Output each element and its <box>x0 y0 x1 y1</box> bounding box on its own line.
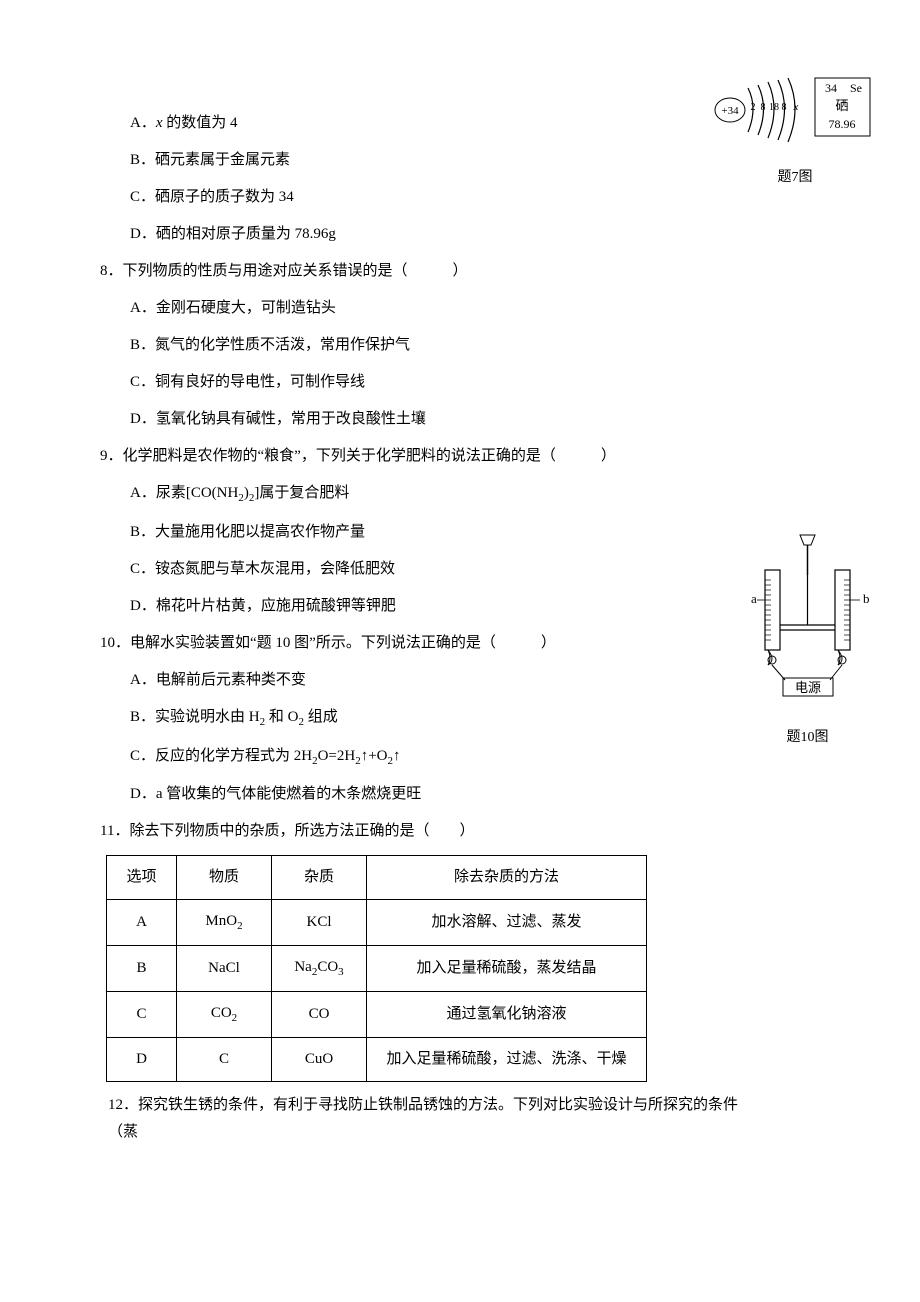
power-label: 电源 <box>795 680 821 695</box>
th-method: 除去杂质的方法 <box>367 856 647 900</box>
q8-option-d: D．氢氧化钠具有碱性，常用于改良酸性土壤 <box>100 406 820 433</box>
q9-option-b: B．大量施用化肥以提高农作物产量 <box>100 519 820 546</box>
table-row: D C CuO 加入足量稀硫酸，过滤、洗涤、干燥 <box>107 1037 647 1081</box>
shell-3: 18 <box>769 102 779 113</box>
shell-4: 8 <box>782 102 787 113</box>
figure-10-caption: 题10图 <box>735 725 880 750</box>
box-name: 硒 <box>835 98 848 113</box>
q9-option-a: A．尿素[CO(NH2)2]属于复合肥料 <box>100 480 820 509</box>
q8-option-a: A．金刚石硬度大，可制造钻头 <box>100 295 820 322</box>
q8-option-c: C．铜有良好的导电性，可制作导线 <box>100 369 820 396</box>
shell-1: 2 <box>751 102 756 113</box>
box-number: 34 <box>825 81 837 95</box>
th-substance: 物质 <box>177 856 272 900</box>
q7-option-d: D．硒的相对原子质量为 78.96g <box>100 221 820 248</box>
figure-10: 电源 a b 题10图 <box>735 530 880 750</box>
table-row: B NaCl Na2CO3 加入足量稀硫酸，蒸发结晶 <box>107 946 647 992</box>
question-10: 电源 a b 题10图 10．电解水实验装置如“题 10 图”所示。下列说法正确… <box>100 630 820 809</box>
box-mass: 78.96 <box>829 117 856 131</box>
q9-option-d: D．棉花叶片枯黄，应施用硫酸钾等钾肥 <box>100 593 820 620</box>
question-9: 9．化学肥料是农作物的“粮食”，下列关于化学肥料的说法正确的是（ ） A．尿素[… <box>100 443 820 620</box>
q12-line1: 12．探究铁生锈的条件，有利于寻找防止铁制品锈蚀的方法。下列对比实验设计与所探究… <box>108 1092 820 1119</box>
q8-option-b: B．氮气的化学性质不活泼，常用作保护气 <box>100 332 820 359</box>
label-b: b <box>863 591 870 606</box>
q8-stem: 8．下列物质的性质与用途对应关系错误的是（ ） <box>100 258 820 285</box>
label-a: a <box>751 591 757 606</box>
q11-stem: 11．除去下列物质中的杂质，所选方法正确的是（ ） <box>100 818 820 845</box>
table-row: A MnO2 KCl 加水溶解、过滤、蒸发 <box>107 900 647 946</box>
question-12: 12．探究铁生锈的条件，有利于寻找防止铁制品锈蚀的方法。下列对比实验设计与所探究… <box>100 1092 820 1146</box>
shell-2: 8 <box>761 102 766 113</box>
th-impurity: 杂质 <box>272 856 367 900</box>
box-symbol: Se <box>850 81 862 95</box>
q10-option-c: C．反应的化学方程式为 2H2O=2H2↑+O2↑ <box>100 743 820 772</box>
nucleus-label: +34 <box>721 105 739 117</box>
shell-x: x <box>793 101 799 113</box>
question-7: +34 2 8 18 8 x 34 Se 硒 78.96 题7图 A．x 的数值… <box>100 110 820 248</box>
q12-line2: （蒸 <box>108 1119 820 1146</box>
question-8: 8．下列物质的性质与用途对应关系错误的是（ ） A．金刚石硬度大，可制造钻头 B… <box>100 258 820 433</box>
atom-diagram: +34 2 8 18 8 x 34 Se 硒 78.96 <box>710 60 880 150</box>
q9-stem: 9．化学肥料是农作物的“粮食”，下列关于化学肥料的说法正确的是（ ） <box>100 443 820 470</box>
table-header-row: 选项 物质 杂质 除去杂质的方法 <box>107 856 647 900</box>
electrolysis-diagram: 电源 a b <box>735 530 880 710</box>
q10-option-a: A．电解前后元素种类不变 <box>100 667 820 694</box>
figure-7-caption: 题7图 <box>710 165 880 190</box>
question-11: 11．除去下列物质中的杂质，所选方法正确的是（ ） 选项 物质 杂质 除去杂质的… <box>100 818 820 1081</box>
q9-option-c: C．铵态氮肥与草木灰混用，会降低肥效 <box>100 556 820 583</box>
q10-option-d: D．a 管收集的气体能使燃着的木条燃烧更旺 <box>100 781 820 808</box>
q11-table: 选项 物质 杂质 除去杂质的方法 A MnO2 KCl 加水溶解、过滤、蒸发 B… <box>106 855 647 1081</box>
table-row: C CO2 CO 通过氢氧化钠溶液 <box>107 991 647 1037</box>
q10-option-b: B．实验说明水由 H2 和 O2 组成 <box>100 704 820 733</box>
th-option: 选项 <box>107 856 177 900</box>
figure-7: +34 2 8 18 8 x 34 Se 硒 78.96 题7图 <box>710 60 880 190</box>
q10-stem: 10．电解水实验装置如“题 10 图”所示。下列说法正确的是（ ） <box>100 630 820 657</box>
